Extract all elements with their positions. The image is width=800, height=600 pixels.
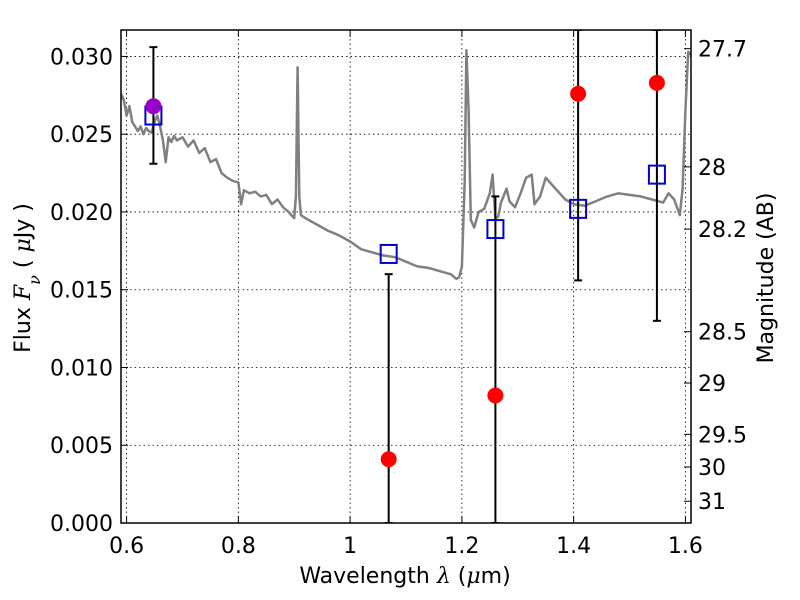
right-tick-label: 31 — [698, 490, 726, 515]
x-label-paren: ( — [451, 564, 467, 589]
right-tick-label: 29.5 — [698, 423, 747, 448]
y-tick-label: 0.000 — [50, 512, 113, 537]
plot-content — [121, 30, 691, 523]
model-band-square — [486, 219, 505, 240]
y-tick-label: 0.005 — [50, 434, 113, 459]
model-band-square — [569, 198, 588, 219]
y-label-sub: ν — [25, 275, 44, 285]
y-tick-label: 0.010 — [50, 356, 113, 381]
y-label-paren: ( — [11, 253, 36, 276]
right-tick-label: 28.5 — [698, 321, 747, 346]
model-band-square — [647, 164, 666, 185]
right-tick-label: 27.7 — [698, 38, 747, 63]
y-label-mu: μ — [11, 238, 36, 252]
measured-point — [487, 387, 504, 404]
x-label-unit: m) — [481, 564, 511, 589]
x-label-text: Wavelength — [299, 564, 437, 589]
x-axis-label: Wavelength λ (μm) — [299, 564, 510, 589]
right-tick-label: 30 — [698, 456, 726, 481]
model-band-square — [379, 243, 398, 264]
y-label-unit: Jy ) — [11, 203, 36, 240]
plot-frame — [120, 29, 692, 524]
x-label-symbol: λ — [436, 564, 451, 589]
y-axis-label: Flux Fν ( μJy ) — [11, 203, 44, 353]
x-tick-label: 1 — [343, 534, 357, 559]
y-tick-label: 0.015 — [50, 279, 113, 304]
y-label-symbol: F — [11, 284, 36, 301]
axes-box — [120, 29, 692, 524]
y-tick-label: 0.020 — [50, 201, 113, 226]
y-label-text: Flux — [11, 300, 36, 353]
x-label-mu: μ — [466, 564, 480, 589]
x-tick-label: 1.4 — [556, 534, 591, 559]
y-tick-label: 0.030 — [50, 45, 113, 70]
grid-lines — [121, 30, 691, 524]
measured-point — [648, 74, 665, 91]
right-axis-label: Magnitude (AB) — [754, 193, 779, 364]
x-tick-label: 1.6 — [668, 534, 703, 559]
measured-point — [570, 85, 587, 102]
measured-point — [145, 98, 162, 115]
x-tick-label: 0.6 — [109, 534, 144, 559]
right-tick-label: 29 — [698, 372, 726, 397]
x-tick-label: 0.8 — [221, 534, 256, 559]
right-tick-label: 28.2 — [698, 218, 747, 243]
measured-point — [380, 451, 397, 468]
model-spectrum-line — [121, 48, 691, 281]
x-tick-label: 1.2 — [444, 534, 479, 559]
right-tick-label: 28 — [698, 156, 726, 181]
y-tick-label: 0.025 — [50, 123, 113, 148]
